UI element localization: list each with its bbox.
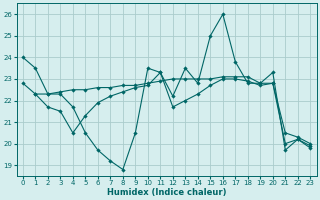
X-axis label: Humidex (Indice chaleur): Humidex (Indice chaleur) [107,188,226,197]
